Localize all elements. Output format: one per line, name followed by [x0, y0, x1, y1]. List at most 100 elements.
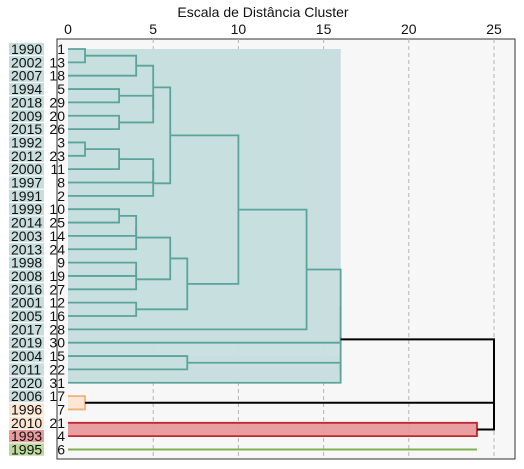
year-label-2000: 2000 [11, 161, 42, 177]
year-band-2019 [9, 336, 44, 349]
case-label-24: 24 [49, 241, 65, 257]
year-label-1995: 1995 [11, 442, 42, 458]
case-label-12: 12 [49, 295, 65, 311]
year-band-2013 [9, 243, 44, 256]
chart-title: Escala de Distância Cluster [177, 4, 349, 20]
year-label-1991: 1991 [11, 188, 42, 204]
year-band-2020 [9, 376, 44, 389]
year-band-1998 [9, 256, 44, 269]
x-tick-label-10: 10 [231, 21, 247, 37]
year-label-2019: 2019 [11, 335, 42, 351]
year-label-2001: 2001 [11, 295, 42, 311]
case-label-4: 4 [57, 428, 65, 444]
dendrogram-links [68, 48, 495, 451]
year-label-1992: 1992 [11, 134, 42, 150]
merge-link-46 [68, 269, 138, 291]
year-band-1996 [9, 403, 44, 416]
case-label-14: 14 [49, 228, 65, 244]
case-label-8: 8 [57, 175, 65, 191]
year-band-2015 [9, 122, 44, 136]
year-band-2010 [9, 416, 44, 429]
year-label-2007: 2007 [11, 68, 42, 84]
year-label-2013: 2013 [11, 241, 42, 257]
x-tick-label-25: 25 [486, 21, 502, 37]
year-band-2006 [9, 389, 44, 403]
case-label-30: 30 [49, 335, 65, 351]
case-label-25: 25 [49, 215, 65, 231]
year-band-1994 [9, 82, 44, 96]
year-band-2004 [9, 349, 44, 363]
year-label-2015: 2015 [11, 121, 42, 137]
case-label-16: 16 [49, 308, 65, 324]
year-band-2008 [9, 269, 44, 283]
year-band-2012 [9, 149, 44, 162]
year-band-2007 [9, 69, 44, 82]
year-label-2014: 2014 [11, 215, 42, 231]
case-label-5: 5 [57, 81, 65, 97]
year-label-2020: 2020 [11, 375, 42, 391]
year-label-2011: 2011 [11, 361, 41, 377]
year-label-1996: 1996 [11, 401, 42, 417]
year-band-2009 [9, 109, 44, 122]
year-band-2017 [9, 323, 44, 336]
case-label-9: 9 [57, 255, 65, 271]
case-label-29: 29 [49, 94, 65, 110]
merge-link-39 [68, 158, 155, 184]
year-band-2005 [9, 309, 44, 323]
case-label-3: 3 [57, 134, 65, 150]
case-label-31: 31 [49, 375, 65, 391]
year-band-2016 [9, 283, 44, 296]
merge-link-36 [136, 64, 155, 110]
year-label-2002: 2002 [11, 54, 42, 70]
case-label-26: 26 [49, 121, 65, 137]
case-label-1: 1 [57, 41, 65, 57]
case-label-11: 11 [50, 161, 65, 177]
year-band-2002 [9, 56, 44, 69]
year-label-1997: 1997 [11, 175, 42, 191]
year-label-2004: 2004 [11, 348, 42, 364]
year-band-1991 [9, 189, 44, 203]
x-tick-label-5: 5 [149, 21, 157, 37]
case-label-28: 28 [49, 321, 65, 337]
case-label-10: 10 [49, 201, 65, 217]
case-label-20: 20 [49, 108, 65, 124]
year-label-2005: 2005 [11, 308, 42, 324]
year-label-1990: 1990 [11, 41, 42, 57]
case-label-2: 2 [57, 188, 65, 204]
case-label-6: 6 [57, 442, 65, 458]
cluster-fill-58 [68, 422, 477, 437]
year-band-2014 [9, 216, 44, 229]
x-tick-label-20: 20 [401, 21, 417, 37]
x-tick-label-0: 0 [64, 21, 72, 37]
year-label-2006: 2006 [11, 388, 42, 404]
year-label-2008: 2008 [11, 268, 42, 284]
case-label-18: 18 [49, 68, 65, 84]
year-band-2003 [9, 229, 44, 243]
year-band-1997 [9, 176, 44, 189]
case-label-23: 23 [49, 148, 65, 164]
case-label-22: 22 [49, 361, 65, 377]
year-label-2017: 2017 [11, 321, 42, 337]
case-label-15: 15 [49, 348, 65, 364]
year-label-2012: 2012 [11, 148, 42, 164]
label-bands [9, 42, 44, 456]
year-label-2016: 2016 [11, 281, 42, 297]
case-label-7: 7 [57, 401, 65, 417]
year-band-2011 [9, 363, 44, 376]
merge-link-40 [68, 170, 155, 197]
year-label-2010: 2010 [11, 415, 42, 431]
case-label-19: 19 [49, 268, 65, 284]
year-band-1992 [9, 136, 44, 149]
year-label-1999: 1999 [11, 201, 42, 217]
year-label-2009: 2009 [11, 108, 42, 124]
year-label-2018: 2018 [11, 94, 42, 110]
year-band-2018 [9, 96, 44, 109]
year-label-1993: 1993 [11, 428, 42, 444]
merge-link-59 [476, 371, 495, 431]
year-label-1998: 1998 [11, 255, 42, 271]
year-label-1994: 1994 [11, 81, 42, 97]
cluster-fill-55 [68, 49, 341, 383]
cluster-fills [68, 49, 477, 437]
case-label-13: 13 [49, 54, 65, 70]
